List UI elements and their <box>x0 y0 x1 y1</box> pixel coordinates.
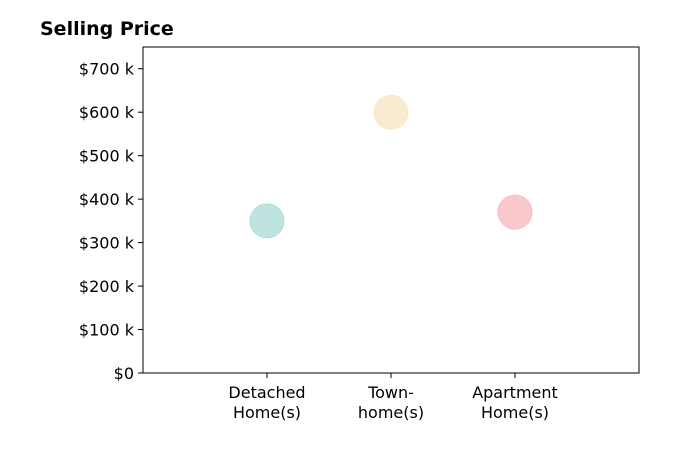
y-tick-label: $700 k <box>79 60 135 79</box>
y-tick-label: $0 <box>114 364 134 383</box>
x-tick-label: Apartment Home(s) <box>472 383 558 422</box>
y-tick-label: $300 k <box>79 234 135 253</box>
y-tick-label: $400 k <box>79 190 135 209</box>
data-point <box>373 94 409 130</box>
x-tick-label-line: home(s) <box>358 403 424 422</box>
y-tick-label: $100 k <box>79 321 135 340</box>
x-tick-label: Detached Home(s) <box>228 383 305 422</box>
x-tick-label: Town-home(s) <box>358 383 424 422</box>
x-tick-label-line: Home(s) <box>233 403 301 422</box>
chart-title: Selling Price <box>40 18 174 40</box>
y-tick-label: $600 k <box>79 103 135 122</box>
data-point <box>249 203 285 239</box>
y-tick-label: $200 k <box>79 277 135 296</box>
x-tick-label-line: Apartment <box>472 383 558 402</box>
x-tick-label-line: Town- <box>367 383 414 402</box>
y-tick-label: $500 k <box>79 147 135 166</box>
data-point <box>497 194 533 230</box>
y-axis: $0 $100 k $200 k $300 k $400 k $500 k $600 k $7… <box>79 60 143 383</box>
x-axis: Detached Home(s)Town-home(s)Apartment Home… <box>228 373 558 422</box>
x-tick-label-line: Home(s) <box>481 403 549 422</box>
data-points <box>249 94 533 239</box>
x-tick-label-line: Detached <box>228 383 305 402</box>
